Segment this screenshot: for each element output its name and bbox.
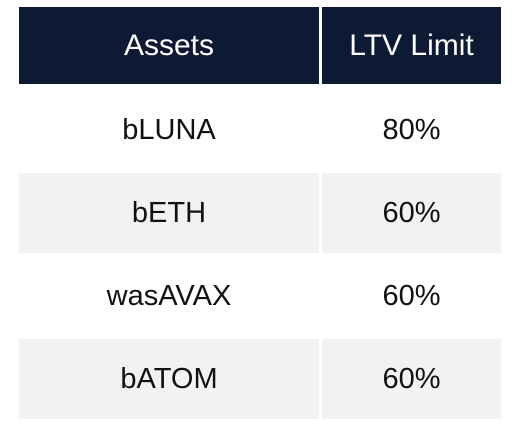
asset-cell: bETH — [19, 173, 319, 253]
table-row: bLUNA 80% — [19, 90, 501, 170]
ltv-table: Assets LTV Limit bLUNA 80% bETH 60% wasA… — [19, 7, 501, 419]
table-row: bATOM 60% — [19, 339, 501, 419]
asset-cell: wasAVAX — [106, 279, 232, 312]
ltv-cell: 60% — [319, 256, 501, 336]
table-row: wasAVAX 60% — [19, 256, 501, 336]
header-ltv-limit: LTV Limit — [319, 7, 501, 84]
ltv-cell: 60% — [319, 339, 501, 419]
header-assets: Assets — [19, 7, 319, 84]
table-header-row: Assets LTV Limit — [19, 7, 501, 84]
asset-cell: bLUNA — [122, 113, 216, 146]
asset-cell: bATOM — [19, 339, 319, 419]
table-row: bETH 60% — [19, 173, 501, 253]
ltv-cell: 80% — [319, 90, 501, 170]
ltv-cell: 60% — [319, 173, 501, 253]
